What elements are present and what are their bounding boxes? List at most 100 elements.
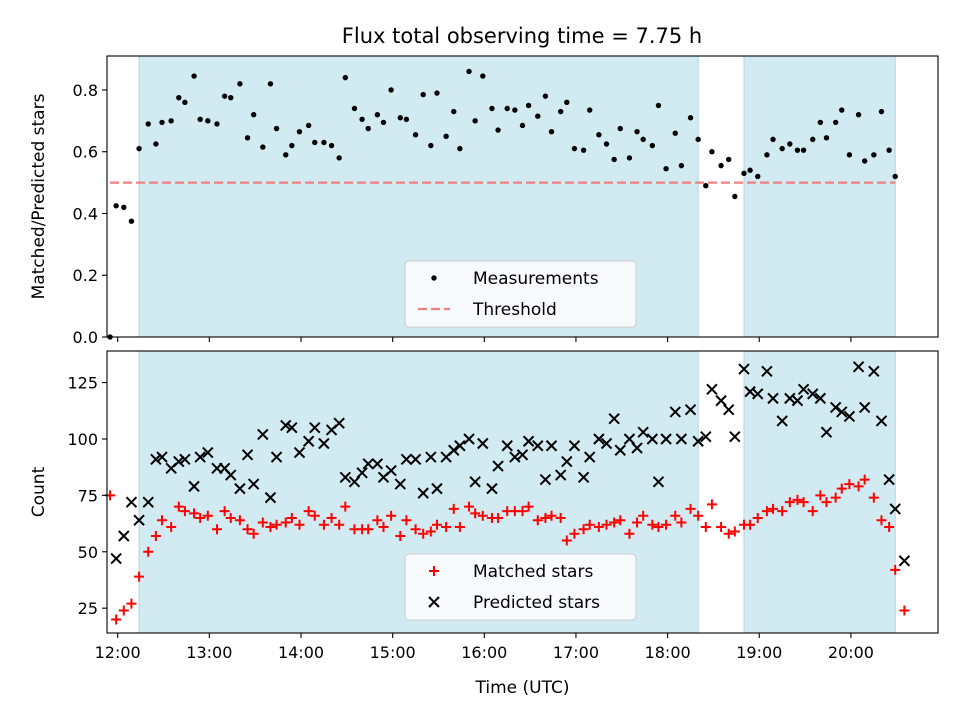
measurement-point	[121, 204, 127, 211]
matched-star-point	[890, 564, 901, 575]
x-axis-label: Time (UTC)	[475, 678, 570, 698]
predicted-star-point	[264, 491, 277, 504]
matched-star-point	[807, 506, 818, 517]
predicted-star-point	[173, 455, 185, 468]
matched-star-point	[716, 521, 727, 532]
predicted-star-point	[829, 401, 842, 414]
matched-star-point	[884, 521, 895, 532]
measurement-point	[741, 170, 747, 177]
matched-star-point	[601, 519, 612, 530]
predicted-star-point	[631, 442, 643, 454]
matched-star-point	[555, 512, 566, 523]
matched-star-point	[815, 490, 826, 501]
matched-star-point	[126, 598, 137, 609]
measurement-point	[168, 118, 174, 124]
measurement-point	[861, 158, 868, 164]
predicted-star-point	[409, 453, 422, 465]
predicted-star-point	[486, 482, 498, 495]
measurement-point	[495, 127, 501, 133]
matched-star-point	[378, 521, 389, 532]
matched-star-point	[134, 571, 145, 582]
matched-star-point	[821, 497, 832, 508]
predicted-star-point	[614, 444, 626, 456]
measurement-point	[214, 121, 220, 127]
measurement-point	[626, 155, 633, 161]
series-predicted-stars	[110, 361, 911, 567]
measurement-point	[374, 111, 381, 118]
predicted-star-point	[371, 458, 384, 470]
measurement-point	[428, 142, 434, 149]
predicted-star-point	[889, 503, 901, 515]
legend-marker-plus	[429, 566, 439, 576]
predicted-star-point	[776, 415, 788, 427]
measurement-point	[525, 102, 532, 109]
predicted-star-point	[257, 428, 269, 441]
predicted-star-point	[807, 388, 819, 400]
measurement-point	[289, 142, 295, 149]
measurement-point	[397, 115, 403, 121]
measurement-point	[113, 203, 119, 209]
predicted-star-point	[501, 440, 513, 452]
predicted-star-point	[797, 383, 810, 396]
matched-star-point	[280, 517, 291, 528]
measurement-point	[237, 81, 243, 87]
x-tick-label: 16:00	[461, 643, 507, 662]
measurement-point	[634, 128, 640, 135]
matched-star-point	[294, 519, 305, 530]
matched-star-point	[561, 535, 572, 546]
measurement-point	[800, 147, 807, 153]
predicted-star-point	[700, 431, 712, 443]
measurement-point	[611, 156, 617, 163]
predicted-star-point	[454, 440, 466, 452]
measurement-point	[726, 156, 732, 163]
matched-star-point	[156, 515, 167, 526]
legend-label: Threshold	[472, 300, 557, 320]
matched-star-point	[425, 526, 436, 537]
measurement-point	[892, 173, 898, 180]
y-tick-label: 0.0	[73, 328, 98, 347]
predicted-star-point	[522, 435, 535, 447]
predicted-star-point	[568, 440, 581, 452]
measurement-point	[504, 105, 510, 112]
measurement-point	[596, 132, 602, 138]
measurement-point	[718, 162, 724, 169]
predicted-star-point	[738, 363, 750, 375]
matched-star-point	[309, 510, 320, 521]
legend-box	[404, 553, 637, 621]
measurement-point	[839, 107, 845, 113]
measurement-point	[342, 74, 349, 81]
matched-star-point	[768, 503, 779, 514]
predicted-star-point	[767, 392, 779, 405]
legend-box	[404, 260, 637, 328]
measurement-point	[663, 166, 669, 172]
measurement-point	[832, 119, 839, 126]
predicted-star-point	[156, 451, 168, 463]
measurement-point	[159, 119, 165, 126]
x-tick-label: 18:00	[645, 643, 691, 662]
measurement-point	[359, 116, 365, 123]
axes-frame	[106, 55, 939, 338]
measurement-point	[305, 122, 312, 129]
y-tick-label: 100	[67, 430, 98, 449]
matched-star-point	[653, 521, 664, 532]
matched-star-point	[211, 524, 222, 535]
matched-star-point	[334, 519, 345, 530]
matched-star-point	[219, 506, 230, 517]
predicted-star-point	[584, 451, 596, 463]
predicted-star-point	[247, 478, 260, 490]
y-tick-label: 0.6	[73, 143, 98, 162]
measurement-point	[489, 105, 495, 112]
matched-star-point	[784, 497, 795, 508]
matched-star-point	[202, 510, 213, 521]
measurement-point	[709, 149, 715, 155]
legend-label: Matched stars	[473, 562, 593, 582]
predicted-star-point	[820, 426, 833, 438]
matched-star-point	[477, 510, 488, 521]
measurement-point	[336, 155, 342, 161]
predicted-star-point	[593, 433, 605, 445]
chart-title: Flux total observing time = 7.75 h	[342, 24, 702, 48]
matched-star-point	[470, 508, 481, 519]
measurement-point	[128, 218, 135, 224]
predicted-star-point	[110, 552, 122, 565]
y-tick-label: 0.4	[73, 204, 98, 223]
